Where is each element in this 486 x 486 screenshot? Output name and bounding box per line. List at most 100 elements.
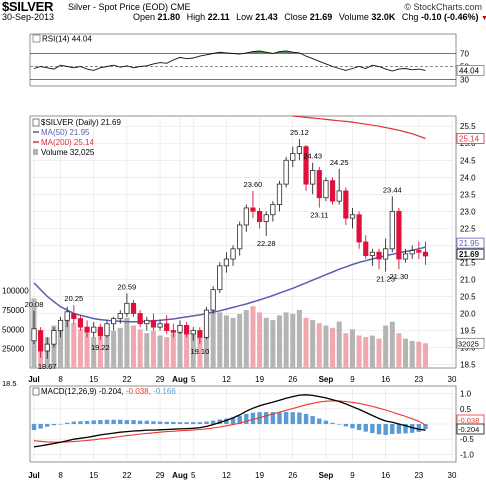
price-axis-floor-label: 18.5 bbox=[2, 379, 17, 388]
macd-histogram-bar bbox=[191, 422, 196, 424]
macd-histogram-bar bbox=[131, 420, 136, 424]
candle-body bbox=[283, 159, 289, 185]
macd-histogram-bar bbox=[118, 419, 123, 424]
volume-bar bbox=[416, 341, 422, 368]
volume-bar bbox=[323, 325, 329, 368]
candle-body bbox=[336, 190, 342, 202]
volume-bar bbox=[290, 313, 296, 368]
volume-bar bbox=[396, 333, 402, 368]
candle-body bbox=[223, 258, 230, 267]
candle-body bbox=[57, 319, 64, 331]
candle-body bbox=[170, 330, 176, 333]
macd-histogram-bar bbox=[164, 421, 169, 424]
macd-histogram-bar bbox=[45, 424, 50, 427]
candle-body bbox=[190, 330, 196, 335]
macd-histogram-bar bbox=[330, 422, 335, 424]
price-tick-label: 19.5 bbox=[460, 327, 476, 336]
volume-bar bbox=[124, 317, 130, 368]
macd-histogram-bar bbox=[409, 424, 415, 433]
macd-legend-swatch bbox=[32, 387, 40, 396]
volume-bar bbox=[283, 312, 289, 368]
rsi-line bbox=[33, 50, 426, 72]
price-last-value-text: 21.95 bbox=[459, 239, 480, 248]
candle-body bbox=[150, 319, 157, 328]
rsi-tick-label: 30 bbox=[460, 76, 469, 85]
macd-histogram-bar bbox=[58, 424, 63, 425]
candle-body bbox=[164, 323, 170, 331]
candle-body bbox=[363, 241, 369, 257]
volume-bar bbox=[223, 315, 229, 368]
macd-last-value-text: -0.204 bbox=[458, 425, 479, 434]
volume-bar bbox=[230, 317, 236, 368]
rsi-last-value-text: 44.04 bbox=[459, 66, 480, 75]
volume-bar bbox=[257, 312, 263, 368]
macd-histogram-bar bbox=[144, 420, 149, 424]
volume-bar bbox=[243, 310, 249, 368]
macd-histogram-bar bbox=[270, 412, 276, 424]
price-tick-label: 24.5 bbox=[460, 156, 476, 165]
price-tick-label: 21.0 bbox=[460, 275, 476, 284]
candle-body bbox=[276, 183, 283, 205]
x-axis-label: 15 bbox=[89, 375, 98, 384]
macd-histogram-bar bbox=[310, 416, 315, 424]
quote-summary: Open 21.80 High 22.11 Low 21.43 Close 21… bbox=[133, 12, 486, 22]
candle-body bbox=[91, 326, 97, 333]
macd-histogram-bar bbox=[303, 413, 309, 424]
macd-histogram-bar bbox=[237, 415, 242, 424]
candle-body bbox=[376, 251, 382, 260]
x-axis-label: 5 bbox=[191, 375, 196, 384]
macd-tick-label: 0.5 bbox=[460, 405, 472, 414]
candle-body bbox=[356, 214, 362, 243]
ma200-line bbox=[292, 115, 426, 140]
x-axis-label-bottom: 16 bbox=[381, 471, 390, 480]
candle-body bbox=[111, 318, 117, 325]
macd-histogram-bar bbox=[356, 424, 362, 431]
candle-body bbox=[310, 170, 316, 185]
volume-bar bbox=[376, 338, 382, 368]
price-last-value-tag bbox=[456, 237, 485, 249]
price-last-value-tag bbox=[456, 248, 485, 260]
price-tick-label: 20.0 bbox=[460, 310, 476, 319]
candle-body bbox=[349, 214, 356, 219]
x-axis-label: 19 bbox=[255, 375, 264, 384]
volume-bar bbox=[343, 333, 349, 368]
price-annotation: 25.12 bbox=[290, 128, 309, 137]
macd-legend: MACD(12,26,9) -0.204, -0.038, -0.166 bbox=[41, 387, 176, 396]
volume-bar bbox=[64, 313, 70, 368]
price-tick-label: 22.5 bbox=[460, 224, 476, 233]
volume-bar bbox=[190, 330, 196, 368]
candle-body bbox=[296, 146, 302, 154]
x-axis-label: 9 bbox=[350, 375, 355, 384]
macd-last-value-tag bbox=[456, 423, 485, 435]
volume-bar bbox=[409, 340, 415, 368]
volume-bar bbox=[389, 321, 395, 368]
volume-bar bbox=[237, 313, 243, 368]
macd-histogram-bar bbox=[157, 421, 163, 424]
macd-histogram-bar bbox=[244, 413, 249, 424]
volume-bar bbox=[250, 306, 256, 368]
candle-body bbox=[31, 328, 37, 342]
candle-body bbox=[416, 250, 422, 253]
macd-histogram-bar bbox=[250, 412, 256, 424]
macd-histogram-bar bbox=[151, 421, 156, 424]
volume-legend: Volume 32,025 bbox=[41, 148, 95, 157]
volume-bar bbox=[310, 320, 316, 368]
x-axis-label: 22 bbox=[122, 375, 131, 384]
macd-histogram-bar bbox=[383, 424, 388, 435]
candle-body bbox=[104, 323, 110, 337]
volume-bar bbox=[210, 310, 216, 368]
x-axis-label-bottom: 26 bbox=[288, 471, 297, 480]
macd-histogram-bar bbox=[91, 420, 96, 424]
macd-histogram-bar bbox=[171, 421, 176, 424]
macd-histogram-bar bbox=[323, 420, 329, 424]
price-annotation: 22.28 bbox=[257, 239, 276, 248]
candle-body bbox=[77, 318, 84, 328]
macd-histogram-bar bbox=[224, 418, 229, 424]
macd-histogram-bar bbox=[264, 412, 269, 424]
candle-body bbox=[290, 153, 296, 161]
candle-body bbox=[144, 319, 150, 325]
candle-body bbox=[243, 207, 249, 226]
price-tick-label: 20.5 bbox=[460, 292, 476, 301]
volume-bar bbox=[117, 327, 123, 368]
